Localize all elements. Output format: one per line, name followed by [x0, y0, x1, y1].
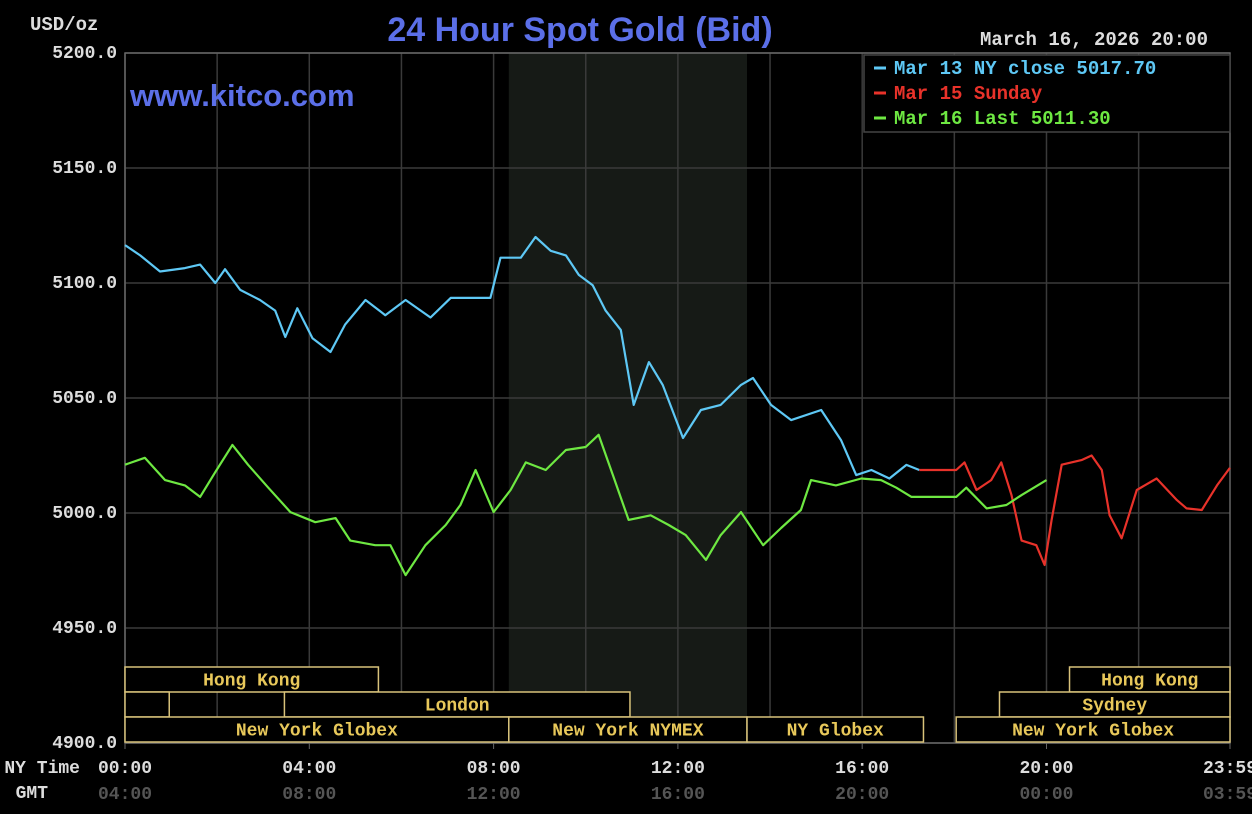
session-bar	[283, 691, 631, 718]
x2-axis-label: GMT	[16, 784, 49, 804]
session-label: Hong Kong	[1101, 671, 1198, 691]
session-bar	[508, 716, 748, 743]
session-bar	[124, 691, 170, 718]
y-tick-label: 5150.0	[52, 159, 117, 179]
x2-tick-label: 04:00	[98, 785, 152, 805]
series-line	[919, 454, 1231, 567]
legend-label: Mar 16 Last 5011.30	[894, 108, 1111, 130]
y-tick-label: 5200.0	[52, 44, 117, 64]
x2-tick-label: 03:59	[1203, 785, 1252, 805]
series-line	[124, 235, 920, 480]
y-tick-label: 5050.0	[52, 389, 117, 409]
legend-label: Mar 13 NY close 5017.70	[894, 58, 1156, 80]
x-tick-label: 00:00	[98, 759, 152, 779]
session-bar	[124, 666, 380, 693]
y-tick-label: 5000.0	[52, 504, 117, 524]
y-tick-label: 4950.0	[52, 619, 117, 639]
session-label: London	[425, 696, 490, 716]
x-tick-label: 23:59	[1203, 759, 1252, 779]
session-bar	[746, 716, 925, 743]
x-tick-label: 12:00	[651, 759, 705, 779]
session-label: Sydney	[1082, 696, 1147, 716]
x-tick-label: 04:00	[282, 759, 336, 779]
y-tick-label: 5100.0	[52, 274, 117, 294]
x2-tick-label: 12:00	[467, 785, 521, 805]
watermark: www.kitco.com	[129, 78, 355, 113]
session-label: New York Globex	[236, 721, 398, 741]
session-label: New York Globex	[1012, 721, 1174, 741]
x-axis-label: NY Time	[4, 759, 80, 779]
session-label: New York NYMEX	[552, 721, 703, 741]
x2-tick-label: 08:00	[282, 785, 336, 805]
y-axis-label: USD/oz	[30, 14, 98, 36]
plot-area	[124, 52, 1231, 744]
session-bar	[955, 716, 1231, 743]
series-line	[124, 433, 1048, 577]
session-bar	[1068, 666, 1231, 693]
x-tick-label: 20:00	[1019, 759, 1073, 779]
session-bar	[124, 716, 510, 743]
x2-tick-label: 16:00	[651, 785, 705, 805]
y-tick-label: 4900.0	[52, 734, 117, 754]
session-label: Hong Kong	[203, 671, 300, 691]
timestamp: March 16, 2026 20:00	[980, 29, 1208, 51]
chart-title: 24 Hour Spot Gold (Bid)	[387, 11, 772, 49]
legend-box	[863, 54, 1231, 133]
x2-tick-label: 20:00	[835, 785, 889, 805]
x2-tick-label: 00:00	[1019, 785, 1073, 805]
x-tick-label: 16:00	[835, 759, 889, 779]
legend-label: Mar 15 Sunday	[894, 83, 1043, 105]
session-label: NY Globex	[787, 721, 884, 741]
x-tick-label: 08:00	[467, 759, 521, 779]
